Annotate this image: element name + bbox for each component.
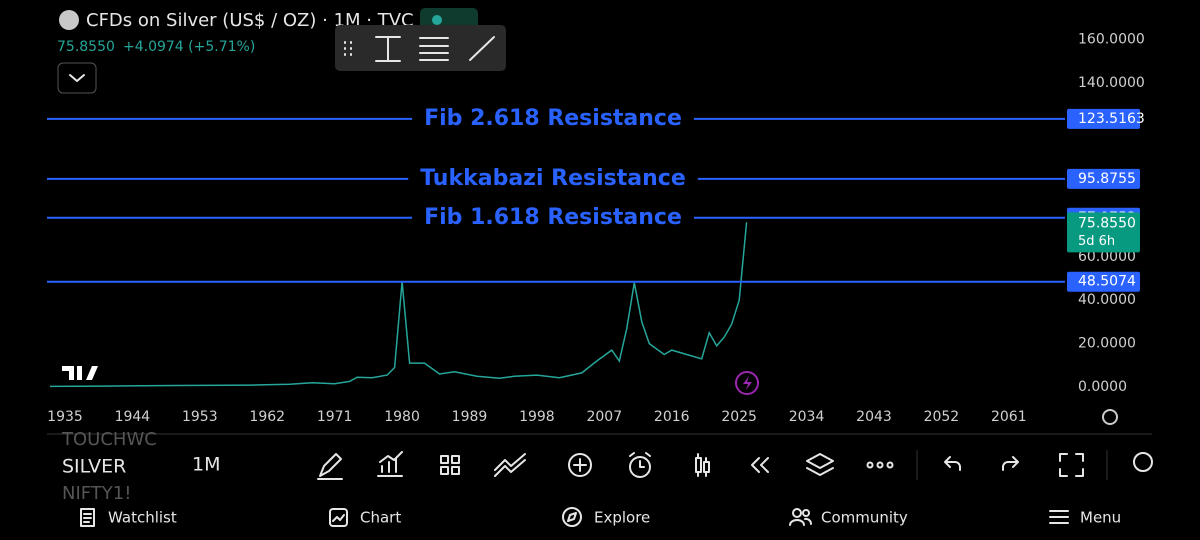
level-price-label: 95.8755 bbox=[1078, 171, 1136, 187]
y-tick-label: 60.0000 bbox=[1078, 249, 1136, 265]
level-price-box bbox=[1067, 271, 1140, 292]
more-icon[interactable] bbox=[866, 461, 874, 469]
x-tick-label: 2061 bbox=[991, 409, 1027, 425]
status-dot bbox=[432, 15, 442, 25]
tool-icons bbox=[317, 450, 1153, 480]
draw-icon[interactable] bbox=[317, 453, 343, 480]
level-text: Fib 2.618 Resistance bbox=[424, 106, 682, 131]
symbol-icon bbox=[59, 10, 79, 30]
plot-area: 160.0000 140.0000 60.0000 40.0000 20.0000 0.0… bbox=[47, 32, 1145, 425]
x-tick-label: 1962 bbox=[249, 409, 285, 425]
explore-icon bbox=[562, 507, 582, 527]
x-tick-label: 1980 bbox=[384, 409, 420, 425]
interval-button[interactable]: 1M bbox=[192, 454, 220, 476]
alert-icon[interactable] bbox=[629, 456, 651, 478]
y-tick-label: 160.0000 bbox=[1078, 32, 1145, 48]
tv-logo bbox=[62, 366, 98, 380]
explore-icon-needle bbox=[567, 512, 577, 522]
more-icon bbox=[876, 461, 884, 469]
price-line bbox=[49, 222, 748, 388]
trendline-tool[interactable] bbox=[469, 36, 495, 61]
level-price-label: 48.5074 bbox=[1078, 274, 1136, 290]
community-icon-body bbox=[789, 517, 812, 526]
chart-nav-icon bbox=[329, 508, 348, 527]
level-text-bg bbox=[412, 114, 694, 123]
chevron-icon bbox=[69, 74, 85, 82]
layouts-icon[interactable] bbox=[440, 455, 460, 475]
level-text-bg bbox=[412, 213, 694, 222]
drag-handle[interactable] bbox=[344, 41, 352, 56]
x-tick-label: 2052 bbox=[924, 409, 960, 425]
last-price-label: 75.8550 bbox=[1078, 215, 1136, 231]
symbol-button[interactable]: SILVER bbox=[62, 456, 126, 478]
x-tick-label: 1971 bbox=[317, 409, 353, 425]
chart-type-icon[interactable] bbox=[695, 453, 710, 477]
settings-icon[interactable] bbox=[1102, 409, 1118, 425]
x-tick-label: 1989 bbox=[452, 409, 488, 425]
compare-icon[interactable] bbox=[494, 453, 526, 477]
chart-nav-icon-line bbox=[332, 514, 345, 522]
level-text: Tukkabazi Resistance bbox=[420, 166, 686, 191]
other-symbol[interactable]: NIFTY1! bbox=[62, 483, 131, 504]
watchlist-icon bbox=[80, 508, 95, 527]
add-icon[interactable] bbox=[568, 453, 592, 477]
replay-icon[interactable] bbox=[751, 457, 769, 473]
alert-bolt bbox=[735, 371, 759, 395]
community-icon bbox=[792, 508, 802, 518]
x-tick-label: 2034 bbox=[789, 409, 825, 425]
price-range-tool[interactable] bbox=[375, 36, 401, 62]
community-icon bbox=[802, 509, 810, 517]
fib-tool[interactable] bbox=[419, 37, 449, 61]
level-price-box bbox=[1067, 108, 1140, 129]
x-tick-label: 2007 bbox=[586, 409, 622, 425]
alert-bolt-icon bbox=[743, 376, 752, 390]
alert-icon-hands bbox=[629, 452, 651, 468]
redo-icon[interactable] bbox=[1002, 456, 1019, 471]
last-price-box bbox=[1067, 212, 1140, 253]
x-tick-label: 2016 bbox=[654, 409, 690, 425]
y-tick-label: 20.0000 bbox=[1078, 336, 1136, 352]
ideas-icon[interactable] bbox=[1133, 452, 1153, 472]
nav-item[interactable]: Community bbox=[821, 509, 908, 527]
indicators-icon[interactable] bbox=[377, 451, 403, 477]
nav-item[interactable]: Watchlist bbox=[108, 509, 177, 527]
menu-icon bbox=[1049, 510, 1069, 524]
nav-item[interactable]: Explore bbox=[594, 509, 650, 527]
nav-item[interactable]: Chart bbox=[360, 509, 401, 527]
x-tick-label: 1944 bbox=[115, 409, 151, 425]
bottom-nav: Watchlist Chart Explore Community Menu bbox=[80, 507, 1121, 527]
more-icon bbox=[886, 461, 894, 469]
collapse-button[interactable] bbox=[57, 62, 97, 94]
x-tick-label: 2025 bbox=[721, 409, 757, 425]
other-symbol[interactable]: TOUCHWC bbox=[61, 429, 157, 450]
x-tick-label: 1953 bbox=[182, 409, 218, 425]
drawing-toolbar bbox=[335, 25, 506, 71]
symbol-title[interactable]: CFDs on Silver (US$ / OZ) · 1M · TVC bbox=[86, 10, 414, 31]
price-change: +4.0974 (+5.71%) bbox=[123, 39, 255, 55]
nav-item[interactable]: Menu bbox=[1080, 509, 1121, 527]
x-tick-label: 2043 bbox=[856, 409, 892, 425]
y-tick-label: 40.0000 bbox=[1078, 292, 1136, 308]
level-text: Fib 1.618 Resistance bbox=[424, 205, 682, 230]
fullscreen-icon[interactable] bbox=[1059, 453, 1084, 477]
x-tick-label: 1998 bbox=[519, 409, 555, 425]
layers-icon[interactable] bbox=[806, 453, 834, 476]
undo-icon[interactable] bbox=[944, 456, 961, 471]
x-tick-label: 1935 bbox=[47, 409, 83, 425]
level-price-label: 123.5163 bbox=[1078, 111, 1145, 127]
level-text-bg bbox=[408, 174, 698, 183]
y-tick-label: 0.0000 bbox=[1078, 379, 1127, 395]
countdown: 5d 6h bbox=[1078, 234, 1115, 249]
level-price-box bbox=[1067, 168, 1140, 189]
add-icon-plus bbox=[573, 458, 587, 472]
y-tick-label: 140.0000 bbox=[1078, 75, 1145, 91]
last-price: 75.8550 bbox=[57, 39, 115, 55]
